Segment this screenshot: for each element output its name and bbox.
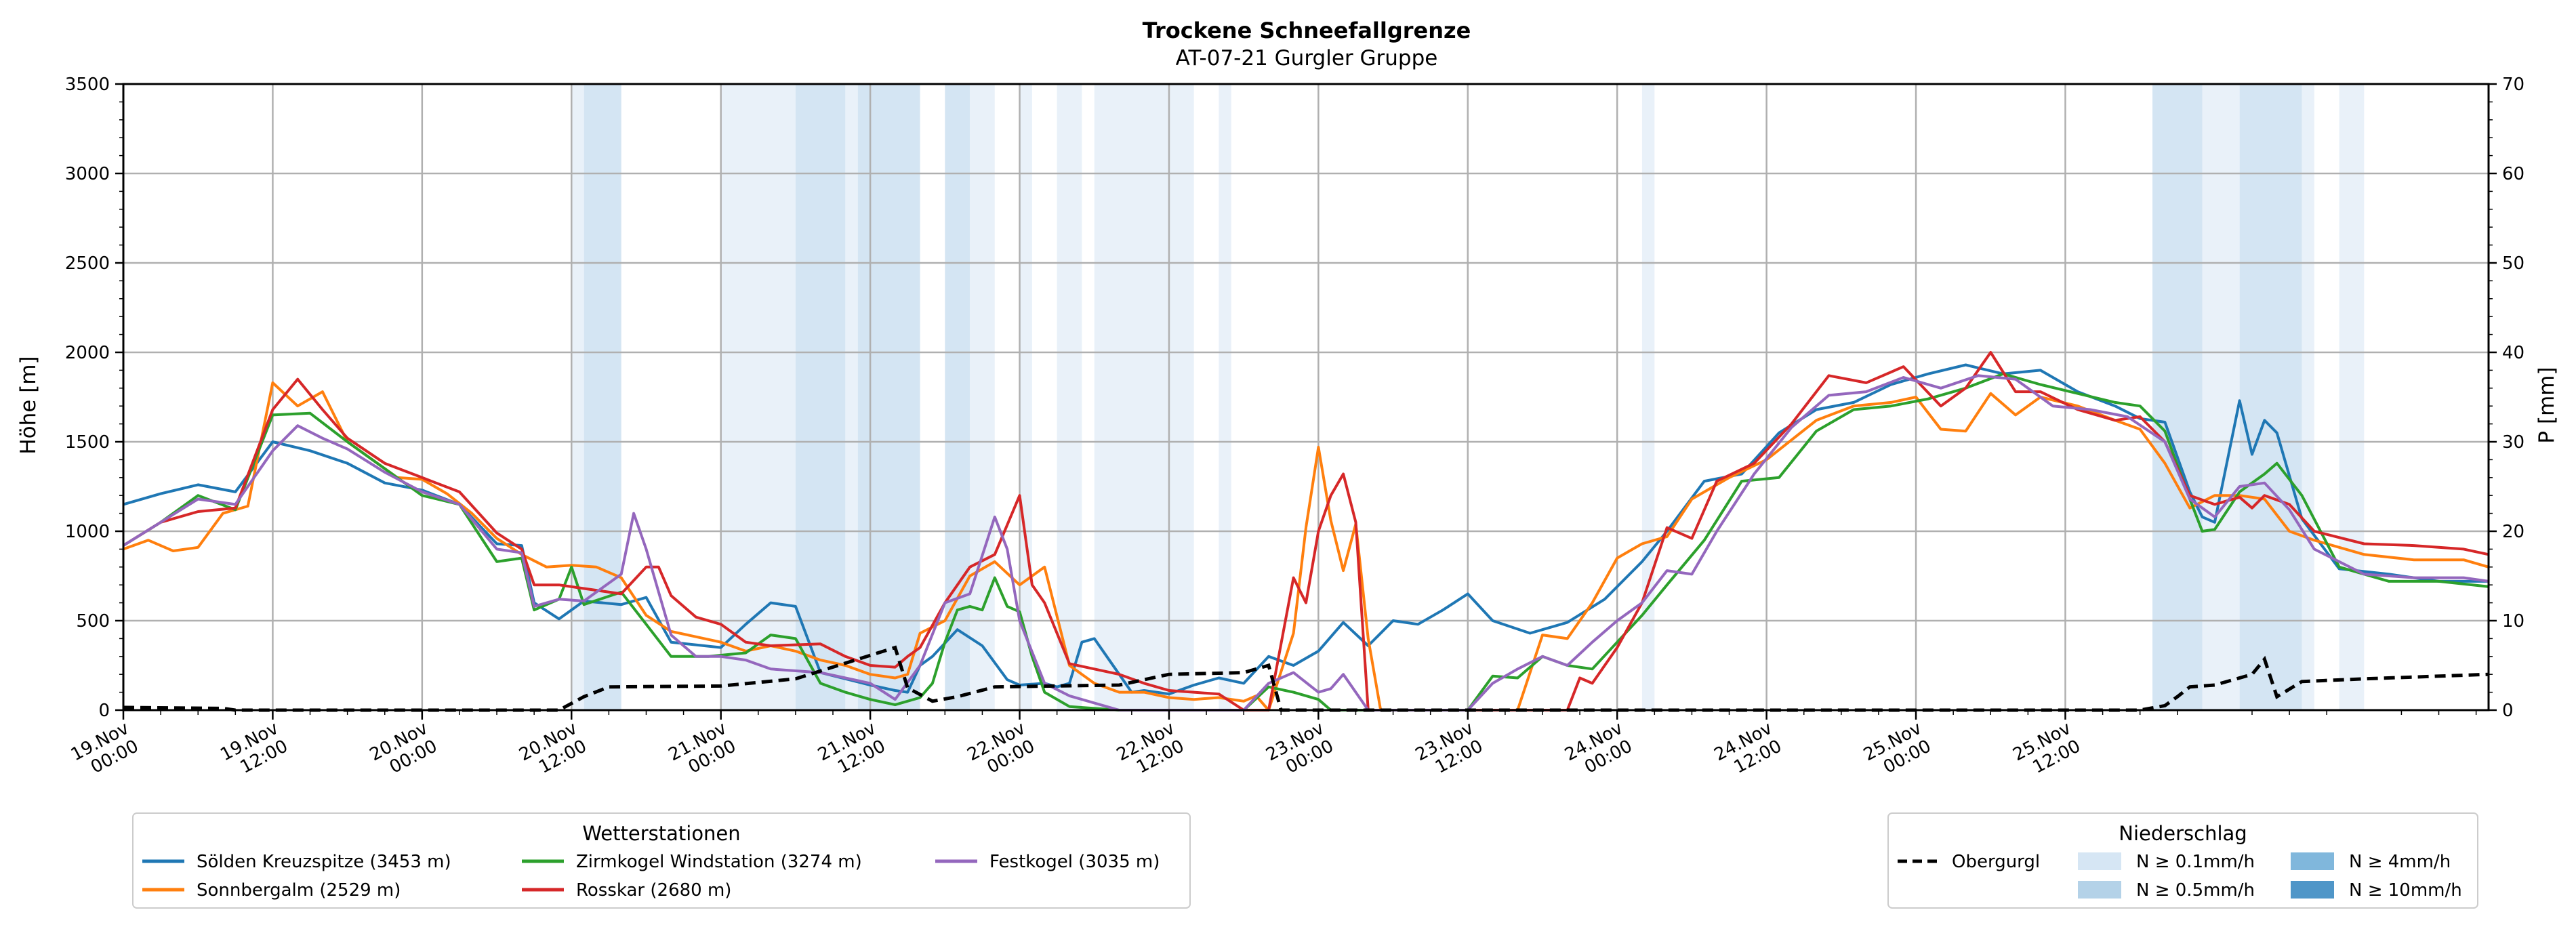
legend-precip-title: Niederschlag xyxy=(2119,822,2247,845)
y-tick-label-1: 500 xyxy=(76,611,110,632)
legend-n4-swatch xyxy=(2291,852,2334,870)
y2-tick-label-2: 20 xyxy=(2502,522,2524,542)
legend-n01-label: N ≥ 0.1mm/h xyxy=(2136,852,2255,872)
y-tick-label-2: 1000 xyxy=(65,522,110,542)
plot-frame xyxy=(122,83,2490,711)
precip-band-11 xyxy=(1219,84,1231,710)
precip-band-1 xyxy=(584,84,621,710)
y2-tick-label-0: 0 xyxy=(2502,701,2514,721)
legend-n10-swatch xyxy=(2291,881,2334,899)
legend-n01-swatch xyxy=(2078,852,2121,870)
precip-band-9 xyxy=(1057,84,1082,710)
precip-band-0 xyxy=(571,84,584,710)
y2-axis-label: P [mm] xyxy=(2535,367,2559,443)
obergurgl-precip-line xyxy=(123,645,2489,712)
legend-obergurgl-label: Obergurgl xyxy=(1952,852,2040,872)
y2-tick-label-1: 10 xyxy=(2502,611,2524,632)
series-line-4 xyxy=(122,374,2489,711)
precip-band-14 xyxy=(2202,84,2240,710)
plot-border xyxy=(122,83,2490,711)
legend-n05-label: N ≥ 0.5mm/h xyxy=(2136,880,2255,901)
y-axis-label: Höhe [m] xyxy=(16,356,41,454)
precip-band-4 xyxy=(845,84,858,710)
y-tick-label-3: 1500 xyxy=(65,432,110,453)
series-lines xyxy=(122,351,2489,712)
legend-n10-label: N ≥ 10mm/h xyxy=(2349,880,2462,901)
chart-title: Trockene Schneefallgrenze xyxy=(1143,18,1471,43)
y-tick-label-4: 2000 xyxy=(65,343,110,363)
legend-n05-swatch xyxy=(2078,881,2121,899)
y-tick-label-5: 2500 xyxy=(65,253,110,274)
legend-stations-box xyxy=(132,812,1191,909)
precip-band-15 xyxy=(2239,84,2302,710)
precip-band-7 xyxy=(970,84,995,710)
precip-band-16 xyxy=(2302,84,2314,710)
precip-band-13 xyxy=(2152,84,2203,710)
precip-band-17 xyxy=(2339,84,2365,710)
y-tick-label-7: 3500 xyxy=(65,75,110,95)
legend-station-label-2: Zirmkogel Windstation (3274 m) xyxy=(576,852,862,872)
series-line-1 xyxy=(123,381,2489,711)
legend-station-label-4: Festkogel (3035 m) xyxy=(989,852,1160,872)
precip-band-12 xyxy=(1641,84,1655,710)
chart-subtitle: AT-07-21 Gurgler Gruppe xyxy=(1176,46,1438,70)
legend-precip: Niederschlag Obergurgl N ≥ 0.1mm/h N ≥ 0… xyxy=(1887,812,2478,909)
legend-n4-label: N ≥ 4mm/h xyxy=(2349,852,2451,872)
y-tick-label-6: 3000 xyxy=(65,164,110,184)
legend-station-label-3: Rosskar (2680 m) xyxy=(576,880,731,901)
precip-band-3 xyxy=(795,84,846,710)
legend-station-label-0: Sölden Kreuzspitze (3453 m) xyxy=(197,852,451,872)
legend-stations-title: Wetterstationen xyxy=(582,822,740,845)
precip-band-10 xyxy=(1094,84,1194,710)
grid-lines xyxy=(122,83,2489,711)
y2-tick-label-4: 40 xyxy=(2502,343,2524,363)
y2-tick-label-3: 30 xyxy=(2502,432,2524,453)
y2-tick-label-6: 60 xyxy=(2502,164,2524,184)
y2-tick-label-5: 50 xyxy=(2502,253,2524,274)
precip-band-2 xyxy=(720,84,796,710)
precip-band-6 xyxy=(945,84,970,710)
y2-tick-label-7: 70 xyxy=(2502,75,2524,95)
precip-band-5 xyxy=(857,84,920,710)
legend-stations: Wetterstationen Sölden Kreuzspitze (3453… xyxy=(132,812,1191,909)
legend-station-label-1: Sonnbergalm (2529 m) xyxy=(197,880,401,901)
y-tick-label-0: 0 xyxy=(98,701,110,721)
